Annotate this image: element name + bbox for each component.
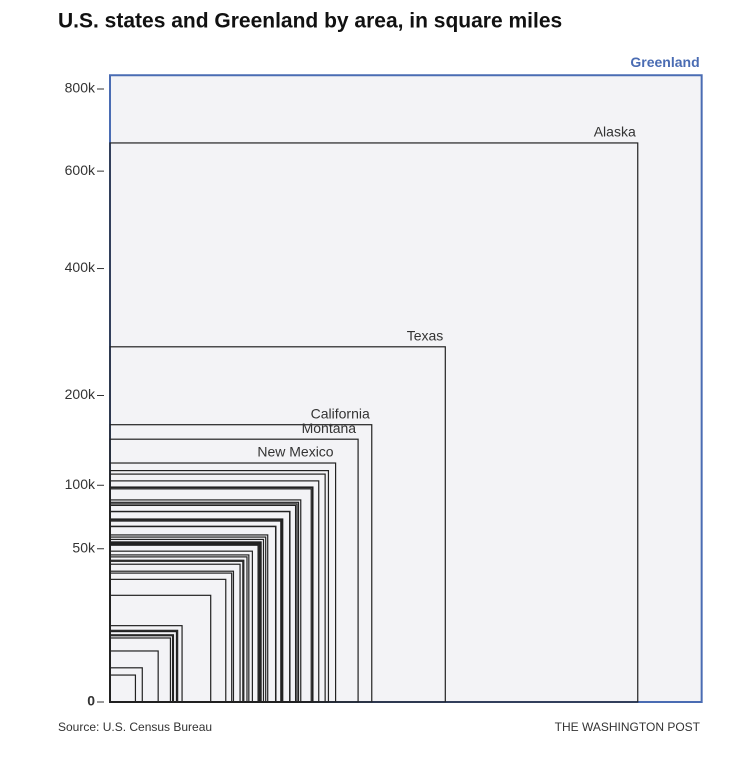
y-tick-label: 0 <box>87 693 95 709</box>
source: Source: U.S. Census Bureau <box>58 720 212 734</box>
y-tick-label: 200k <box>65 386 96 402</box>
square-label: Alaska <box>594 124 636 140</box>
y-tick-label: 800k <box>65 80 96 96</box>
square-label: Texas <box>407 328 444 344</box>
y-tick-label: 600k <box>65 162 96 178</box>
square-label: California <box>311 405 370 421</box>
plot <box>109 74 703 704</box>
y-tick-label: 50k <box>72 539 96 555</box>
square-label: New Mexico <box>257 444 333 460</box>
square-label: Greenland <box>630 54 699 70</box>
area-square <box>109 74 703 704</box>
area-square <box>109 674 137 703</box>
square-label: Montana <box>302 420 357 436</box>
chart-title: U.S. states and Greenland by area, in sq… <box>58 10 562 33</box>
y-tick-label: 100k <box>65 476 96 492</box>
credit: THE WASHINGTON POST <box>555 720 701 734</box>
y-tick-label: 400k <box>65 259 96 275</box>
